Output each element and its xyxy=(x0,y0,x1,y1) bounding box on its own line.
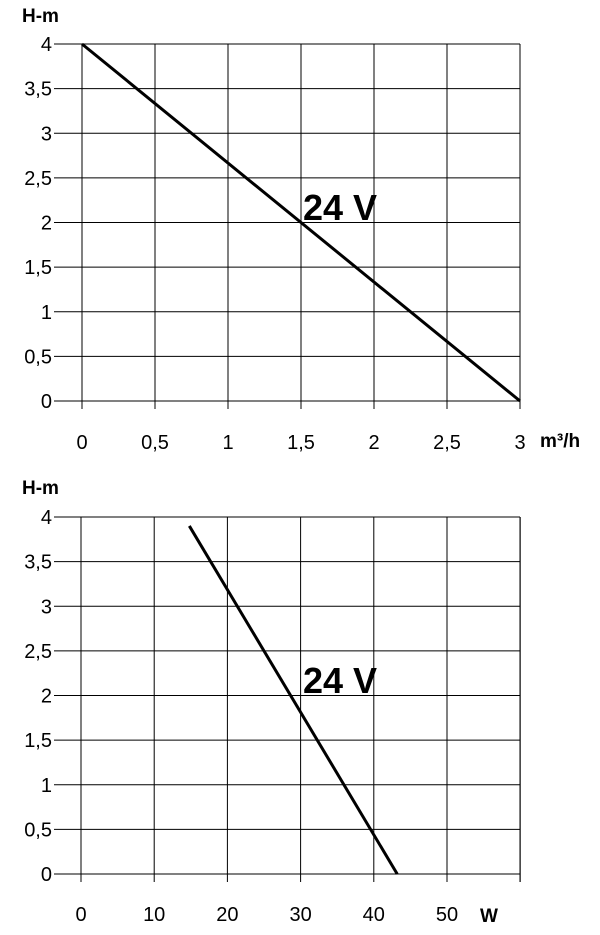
y-tick-label: 0,5 xyxy=(24,346,52,368)
head-flow-chart: H-m 4 3,5 3 2,5 2 1,5 1 0,5 0 0 0,5 1 1,5 2 2,5 3 m³/h… xyxy=(22,6,580,454)
series-group xyxy=(188,525,399,875)
x-tick-label: 2,5 xyxy=(433,432,461,454)
y-axis-label: H-m xyxy=(22,478,59,499)
x-tick-label: 10 xyxy=(143,904,165,926)
x-axis-label: W xyxy=(480,906,498,927)
y-axis-label: H-m xyxy=(22,6,59,27)
x-tick-label: 0,5 xyxy=(141,432,169,454)
series-group xyxy=(81,42,521,403)
x-tick-label: 40 xyxy=(363,904,385,926)
y-tick-label: 4 xyxy=(41,507,52,529)
series-line-24v xyxy=(188,525,399,875)
series-label-24v: 24 V xyxy=(303,660,377,701)
y-tick-label: 2,5 xyxy=(24,168,52,190)
x-tick-label: 0 xyxy=(75,904,86,926)
y-tick-label: 1,5 xyxy=(24,257,52,279)
y-tick-label: 0 xyxy=(41,391,52,413)
grid-lines xyxy=(54,43,521,409)
y-tick-label: 3 xyxy=(41,123,52,145)
x-tick-label: 0 xyxy=(76,432,87,454)
y-tick-label: 2 xyxy=(41,213,52,235)
y-tick-label: 2 xyxy=(41,686,52,708)
x-axis-label: m³/h xyxy=(540,431,580,452)
y-tick-label: 4 xyxy=(41,34,52,56)
y-tick-labels: 4 3,5 3 2,5 2 1,5 1 0,5 0 xyxy=(24,34,52,413)
y-tick-label: 3 xyxy=(41,596,52,618)
grid-lines xyxy=(54,516,521,882)
x-tick-label: 3 xyxy=(514,432,525,454)
y-tick-label: 3,5 xyxy=(24,79,52,101)
series-line-24v xyxy=(81,42,521,403)
x-tick-label: 1,5 xyxy=(287,432,315,454)
y-tick-label: 1 xyxy=(41,775,52,797)
y-tick-labels: 4 3,5 3 2,5 2 1,5 1 0,5 0 xyxy=(24,507,52,886)
head-power-chart: H-m 4 3,5 3 2,5 2 1,5 1 0,5 0 0 10 20 30 40 50 W 24 V xyxy=(22,478,521,927)
x-tick-label: 30 xyxy=(289,904,311,926)
x-tick-label: 20 xyxy=(216,904,238,926)
x-tick-label: 1 xyxy=(222,432,233,454)
x-tick-label: 2 xyxy=(368,432,379,454)
x-tick-label: 50 xyxy=(436,904,458,926)
y-tick-label: 1,5 xyxy=(24,730,52,752)
series-label-24v: 24 V xyxy=(303,187,377,228)
x-tick-labels: 0 10 20 30 40 50 xyxy=(75,904,458,926)
y-tick-label: 0 xyxy=(41,864,52,886)
y-tick-label: 3,5 xyxy=(24,552,52,574)
y-tick-label: 0,5 xyxy=(24,819,52,841)
y-tick-label: 2,5 xyxy=(24,641,52,663)
y-tick-label: 1 xyxy=(41,302,52,324)
x-tick-labels: 0 0,5 1 1,5 2 2,5 3 xyxy=(76,432,525,454)
